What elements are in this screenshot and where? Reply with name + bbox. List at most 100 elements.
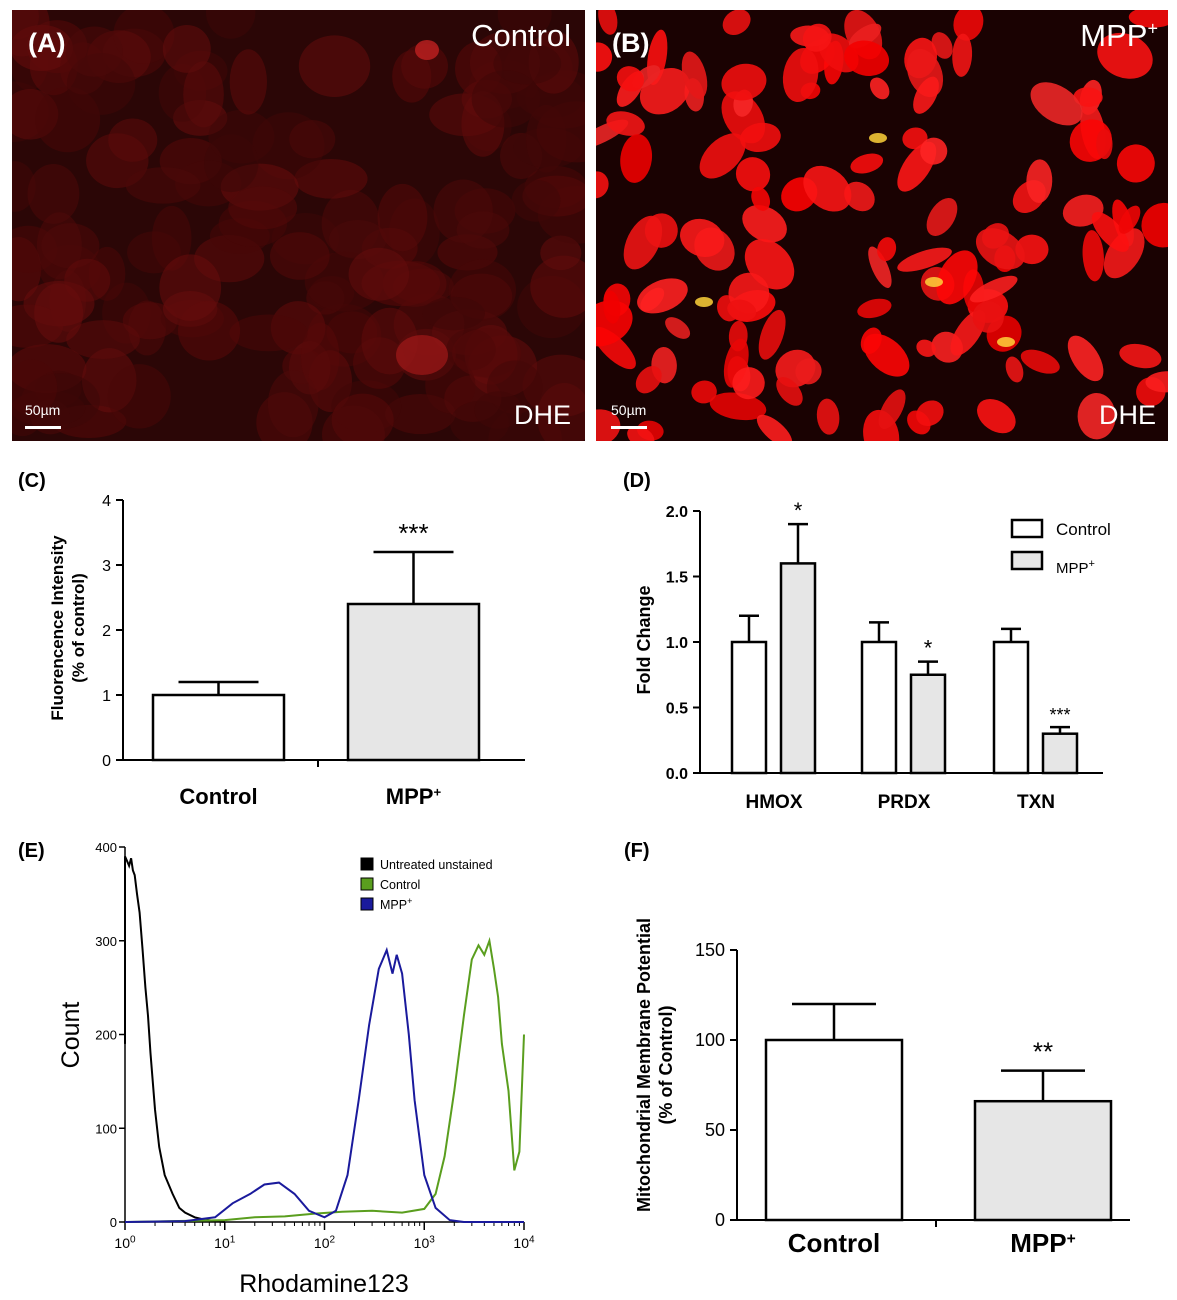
cell-hotspot xyxy=(925,277,943,287)
histogram-untreated-unstained xyxy=(124,855,225,1223)
bar-txn-mpp xyxy=(1041,732,1079,775)
y-tick-label: 0 xyxy=(102,753,111,770)
y-tick-label: 1 xyxy=(102,688,111,705)
cell xyxy=(722,10,751,36)
legend-swatch xyxy=(1010,550,1044,571)
cell xyxy=(972,301,1004,333)
cell xyxy=(953,10,984,41)
legend-label: Control xyxy=(1056,520,1111,539)
category-label: TXN xyxy=(1017,792,1055,813)
cell xyxy=(1091,212,1129,252)
cell xyxy=(897,247,952,272)
cell xyxy=(857,298,892,319)
cell xyxy=(12,359,58,416)
scale-bar xyxy=(611,426,647,429)
cell xyxy=(1026,159,1053,203)
cell xyxy=(229,49,268,115)
cell xyxy=(758,309,786,360)
cell xyxy=(926,197,958,236)
cell xyxy=(598,10,618,35)
y-tick-label: 100 xyxy=(95,1121,117,1136)
cell xyxy=(205,10,256,39)
bar-prdx-control xyxy=(860,640,898,775)
cell xyxy=(616,66,644,92)
y-tick-label: 0 xyxy=(110,1215,117,1230)
legend-label: Untreated unstained xyxy=(380,858,493,872)
cell xyxy=(844,40,890,76)
cell xyxy=(471,70,541,128)
x-tick-label: 100 xyxy=(114,1235,136,1252)
cell xyxy=(878,389,906,430)
cell xyxy=(637,278,688,314)
cell xyxy=(623,215,663,270)
cell xyxy=(635,366,662,394)
significance-marker: *** xyxy=(398,518,428,548)
significance-marker: ** xyxy=(1033,1037,1053,1067)
cell xyxy=(665,317,691,339)
cell xyxy=(1082,230,1104,282)
y-tick-label: 1.0 xyxy=(666,635,688,652)
panel-label-b: (B) xyxy=(612,28,650,58)
category-label: Control xyxy=(179,784,257,809)
cell xyxy=(732,367,765,400)
legend-swatch xyxy=(1010,518,1044,539)
cell xyxy=(151,205,192,271)
cell xyxy=(916,400,944,427)
stain-label: DHE xyxy=(1098,400,1156,430)
cell-hotspot xyxy=(997,337,1015,347)
cell xyxy=(860,327,882,355)
category-label: Control xyxy=(788,1228,880,1258)
cell xyxy=(1145,371,1168,393)
cell xyxy=(65,26,123,77)
y-axis-label: Mitochondrial Membrane Potential xyxy=(634,918,654,1212)
y-tick-label: 4 xyxy=(102,493,111,510)
cell xyxy=(740,122,781,153)
cell xyxy=(526,104,567,173)
cell xyxy=(269,232,330,280)
cell xyxy=(969,275,1018,303)
cell xyxy=(727,299,757,321)
y-tick-label: 2.0 xyxy=(666,504,688,521)
cell xyxy=(377,183,428,252)
scale-bar xyxy=(25,426,61,429)
cell xyxy=(289,120,336,159)
cell xyxy=(183,61,224,128)
cell xyxy=(1097,32,1153,79)
cell xyxy=(511,179,561,222)
category-label: PRDX xyxy=(878,792,931,813)
cell xyxy=(975,228,1025,270)
y-tick-label: 3 xyxy=(102,558,111,575)
y-tick-label: 50 xyxy=(705,1120,725,1140)
cell xyxy=(298,35,371,97)
y-tick-label: 0.5 xyxy=(666,701,688,718)
cell xyxy=(1119,343,1162,369)
cell xyxy=(782,47,819,103)
x-tick-label: 101 xyxy=(214,1235,236,1252)
cell xyxy=(267,370,319,438)
cell xyxy=(735,157,771,192)
cell-bright xyxy=(415,40,439,60)
category-label: MPP+ xyxy=(1010,1228,1075,1258)
cell xyxy=(952,33,973,77)
cell xyxy=(699,133,746,179)
cell xyxy=(1020,349,1060,374)
cell xyxy=(1116,144,1155,183)
cell xyxy=(1118,205,1141,234)
histogram-control xyxy=(124,936,525,1223)
cell xyxy=(107,364,171,429)
legend-label: MPP+ xyxy=(380,896,412,912)
cell-bright xyxy=(396,335,448,375)
cell xyxy=(795,358,822,385)
cell xyxy=(474,391,523,429)
cell xyxy=(27,164,80,224)
significance-marker: * xyxy=(794,498,803,523)
y-axis-label: Fold Change xyxy=(634,586,654,695)
x-tick-label: 102 xyxy=(314,1235,336,1252)
cell xyxy=(680,218,725,257)
cell xyxy=(125,167,201,204)
cell xyxy=(497,10,552,39)
cell xyxy=(229,314,308,352)
cell xyxy=(709,392,767,421)
cell xyxy=(348,247,410,301)
